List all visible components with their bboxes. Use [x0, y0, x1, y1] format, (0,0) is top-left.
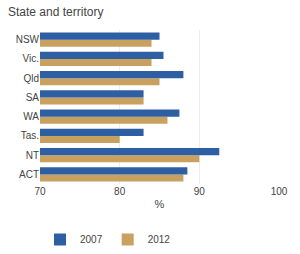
svg-text:90: 90	[194, 186, 206, 197]
svg-text:ACT: ACT	[19, 169, 39, 180]
svg-text:NSW: NSW	[16, 34, 40, 45]
svg-text:100: 100	[271, 186, 288, 197]
svg-text:Tas.: Tas.	[21, 130, 39, 141]
svg-text:NT: NT	[26, 150, 39, 161]
svg-text:70: 70	[34, 186, 46, 197]
svg-text:WA: WA	[23, 111, 39, 122]
svg-text:Vic.: Vic.	[23, 53, 40, 64]
svg-text:SA: SA	[26, 92, 40, 103]
svg-text:State and territory: State and territory	[8, 5, 103, 19]
svg-text:80: 80	[114, 186, 126, 197]
svg-text:2012: 2012	[148, 234, 171, 245]
svg-text:2007: 2007	[80, 234, 103, 245]
svg-text:%: %	[155, 198, 165, 210]
svg-text:Qld: Qld	[23, 73, 39, 84]
